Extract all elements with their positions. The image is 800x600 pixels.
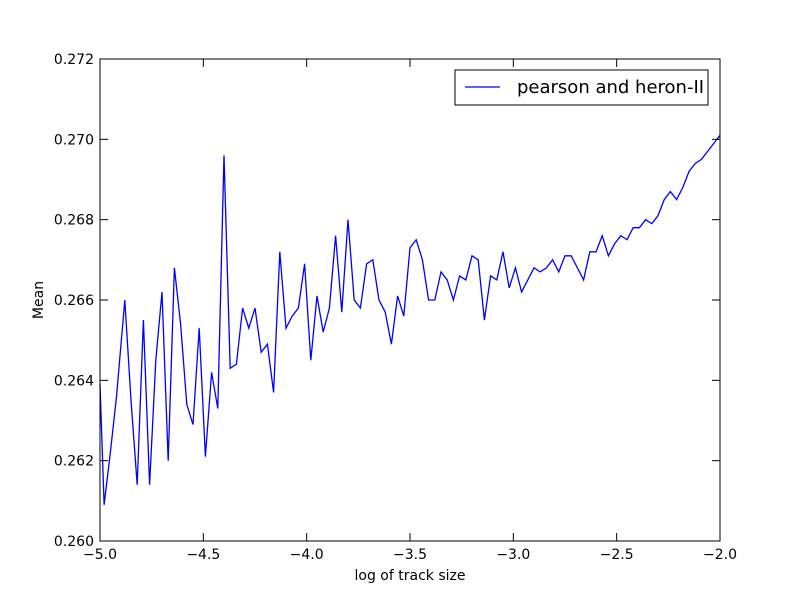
- x-tick-label: −5.0: [83, 547, 117, 563]
- y-tick-label: 0.260: [54, 534, 94, 550]
- x-tick-label: −4.0: [290, 547, 324, 563]
- series-line-0: [99, 134, 721, 505]
- y-tick-label: 0.272: [54, 52, 94, 68]
- y-tick-label: 0.270: [54, 132, 94, 148]
- y-axis-label: Mean: [31, 281, 47, 319]
- y-tick-label: 0.266: [54, 293, 94, 309]
- legend-label: pearson and heron-II: [517, 77, 704, 98]
- x-tick-label: −2.5: [600, 547, 634, 563]
- y-tick-label: 0.262: [54, 454, 94, 470]
- x-tick-label: −2.0: [703, 547, 737, 563]
- x-axis-label: log of track size: [355, 568, 466, 584]
- plot-frame: [99, 58, 721, 542]
- x-tick-label: −3.5: [393, 547, 427, 563]
- y-tick-label: 0.268: [54, 213, 94, 229]
- x-tick-label: −3.0: [496, 547, 530, 563]
- x-tick-label: −4.5: [186, 547, 220, 563]
- series-layer: [99, 134, 721, 505]
- legend: pearson and heron-II: [454, 69, 709, 106]
- ticks-layer: −5.0 −4.5 −4.0 −3.5 −3.0 −2.5 −2.0 0.260 0.262 0.…: [54, 52, 737, 563]
- y-tick-label: 0.264: [54, 373, 94, 389]
- plot-area: [100, 59, 720, 541]
